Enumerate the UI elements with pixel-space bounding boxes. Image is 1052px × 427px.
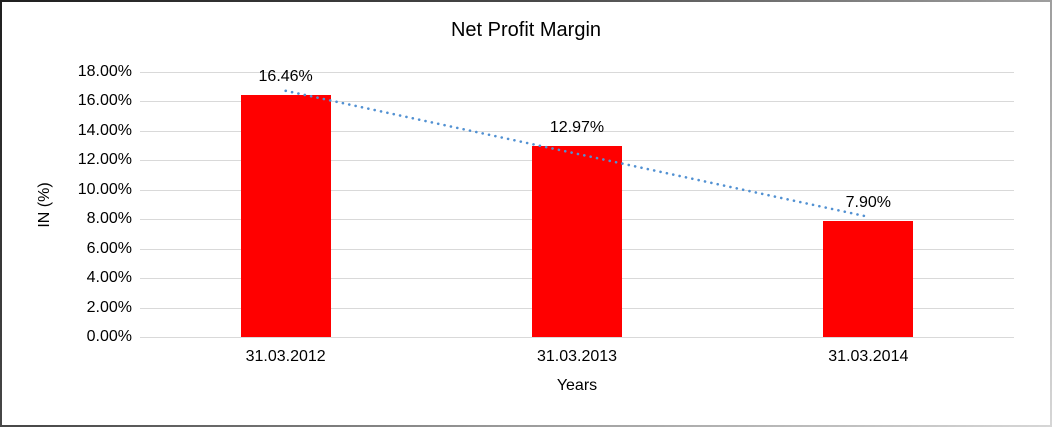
trendline [284, 89, 870, 219]
category-label: 31.03.2013 [536, 348, 618, 365]
y-tick-label: 4.00% [86, 269, 132, 287]
bar [532, 146, 622, 337]
bar [240, 94, 331, 337]
chart-title: Net Profit Margin [450, 19, 602, 41]
plot-area: 16.46% 12.97% 7.90% [140, 68, 1014, 338]
bar-data-label: 12.97% [549, 119, 605, 137]
bar [823, 220, 914, 337]
category-label: 31.03.2012 [245, 348, 326, 365]
y-tick-label: 18.00% [77, 63, 132, 80]
category-label: 31.03.2014 [828, 348, 909, 365]
y-tick-label: 12.00% [77, 151, 132, 169]
y-tick-label: 14.00% [77, 121, 132, 139]
y-tick-label: 6.00% [86, 239, 132, 257]
x-axis-line [140, 337, 1014, 338]
trendline-layer [284, 89, 870, 219]
bar-data-label: 7.90% [845, 193, 892, 211]
y-tick-label: 10.00% [77, 180, 132, 198]
y-tick-label: 16.00% [77, 92, 132, 110]
gridline [140, 101, 1014, 103]
gridline [140, 130, 1014, 132]
gridline [140, 72, 1014, 73]
x-axis-title: Years [556, 377, 598, 394]
bar-data-label: 16.46% [258, 67, 313, 85]
y-tick-label: 8.00% [86, 210, 132, 228]
y-tick-label: 0.00% [86, 328, 132, 345]
y-tick-label: 2.00% [86, 298, 132, 316]
